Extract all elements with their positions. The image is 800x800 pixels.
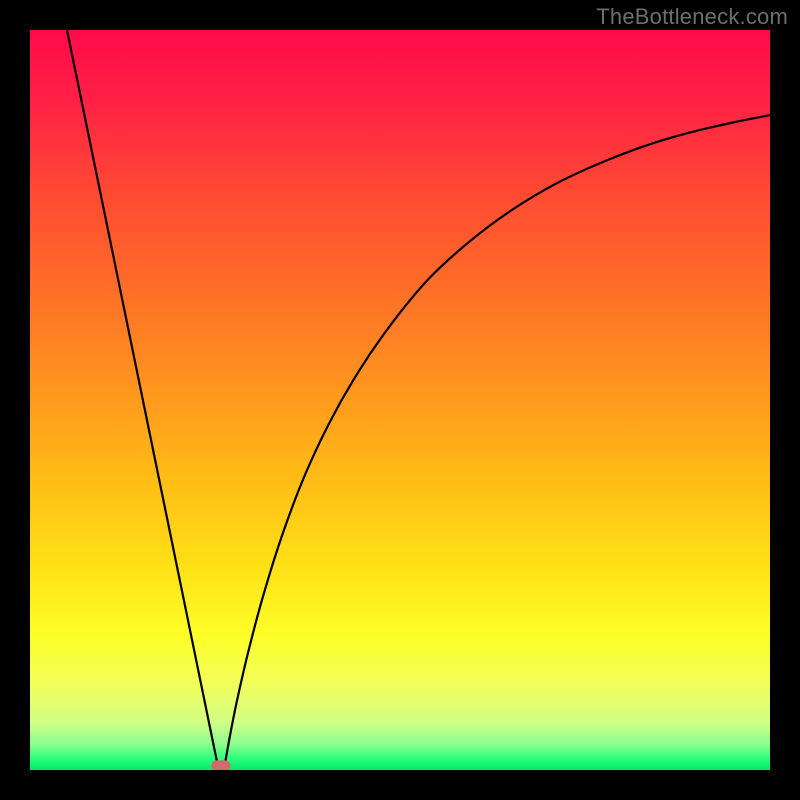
optimum-marker <box>211 760 230 770</box>
watermark-text: TheBottleneck.com <box>596 4 788 30</box>
chart-container: TheBottleneck.com <box>0 0 800 800</box>
bottleneck-chart <box>0 0 800 800</box>
